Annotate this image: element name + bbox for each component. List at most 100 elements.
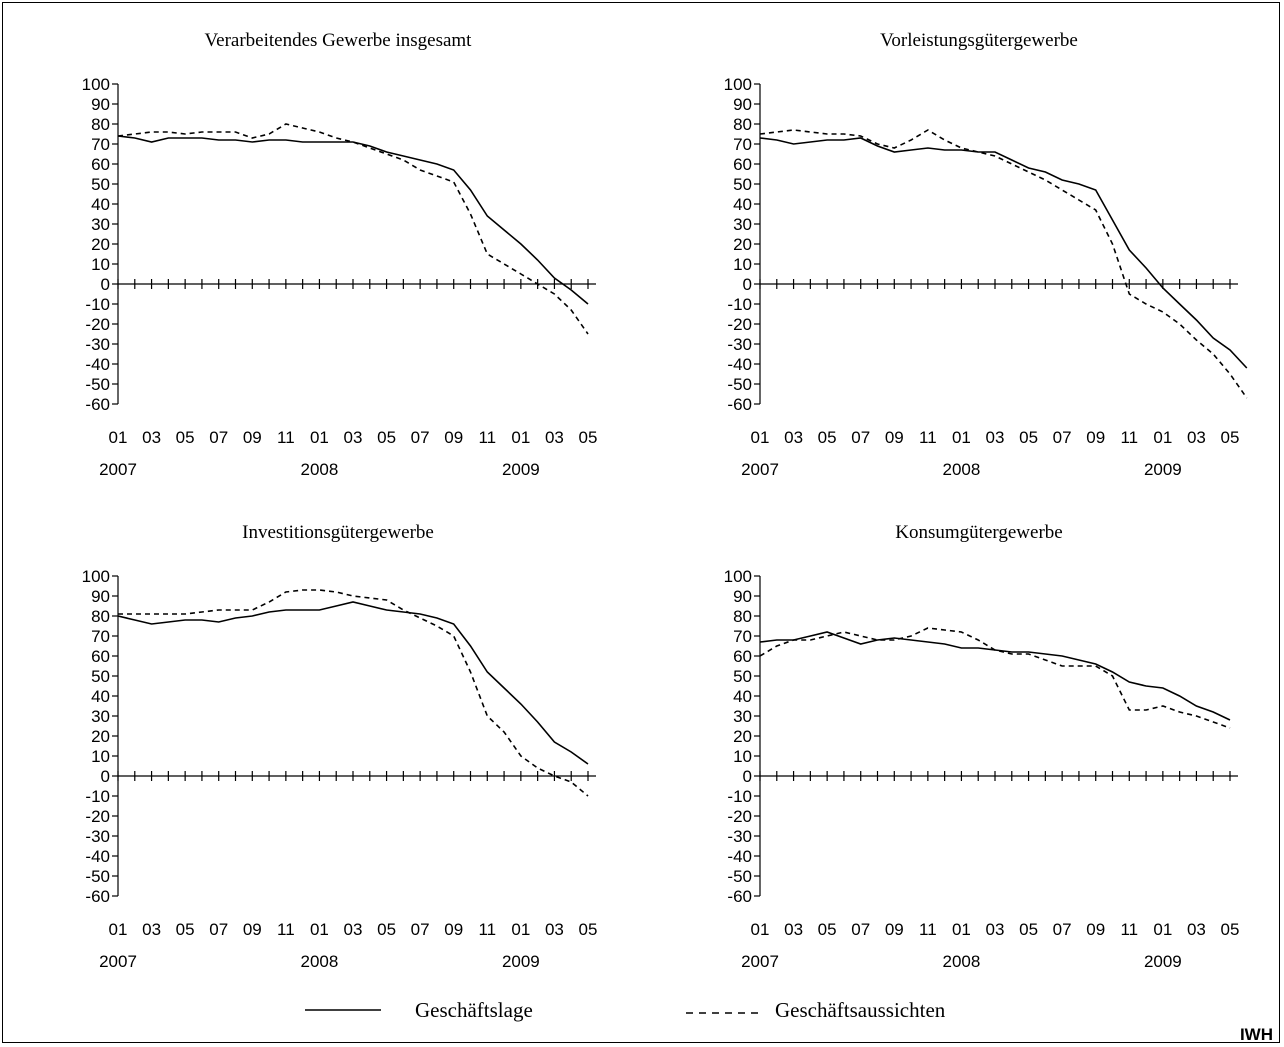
x-tick-label: 05 <box>818 920 837 939</box>
x-tick-label: 11 <box>1120 428 1138 447</box>
y-tick-label: 50 <box>91 667 110 686</box>
x-tick-label: 03 <box>986 920 1005 939</box>
x-tick-label: 03 <box>142 428 161 447</box>
y-tick-label: -50 <box>85 375 110 394</box>
x-tick-label: 09 <box>885 920 904 939</box>
y-tick-label: 10 <box>733 255 752 274</box>
series-line-geschaeftsaussichten <box>759 129 1248 399</box>
brand-logo: IWH <box>1240 1025 1273 1044</box>
legend-label-geschaeftslage: Geschäftslage <box>415 998 533 1022</box>
y-tick-label: 100 <box>82 567 110 586</box>
series-line-geschaeftslage <box>759 137 1248 369</box>
y-tick-label: 40 <box>733 687 752 706</box>
y-tick-label: 100 <box>82 75 110 94</box>
y-tick-label: -40 <box>85 355 110 374</box>
y-tick-label: 20 <box>91 727 110 746</box>
x-year-label: 2007 <box>741 460 779 479</box>
x-tick-label: 11 <box>277 920 295 939</box>
x-tick-label: 01 <box>109 920 128 939</box>
series-line-geschaeftslage <box>117 135 589 305</box>
y-tick-label: 0 <box>743 767 752 786</box>
x-tick-label: 01 <box>310 920 329 939</box>
x-tick-label: 11 <box>277 428 295 447</box>
series-line-geschaeftslage <box>117 601 589 765</box>
x-year-label: 2008 <box>301 460 339 479</box>
y-tick-label: 90 <box>733 587 752 606</box>
y-tick-label: 0 <box>101 275 110 294</box>
x-tick-label: 01 <box>751 428 770 447</box>
y-tick-label: -10 <box>727 295 752 314</box>
x-tick-label: 07 <box>851 428 870 447</box>
x-tick-label: 07 <box>1053 920 1072 939</box>
x-year-label: 2008 <box>301 952 339 971</box>
x-tick-label: 03 <box>142 920 161 939</box>
y-tick-label: 80 <box>733 115 752 134</box>
x-tick-label: 03 <box>784 920 803 939</box>
panel-title: Vorleistungsgütergewerbe <box>880 30 1078 51</box>
y-tick-label: 80 <box>91 115 110 134</box>
y-tick-label: 90 <box>91 95 110 114</box>
y-tick-label: 80 <box>91 607 110 626</box>
x-tick-label: 07 <box>411 920 430 939</box>
x-tick-label: 05 <box>1221 428 1240 447</box>
y-tick-label: -30 <box>85 827 110 846</box>
series-line-geschaeftslage <box>759 631 1231 721</box>
y-tick-label: 70 <box>733 135 752 154</box>
y-tick-label: 0 <box>743 275 752 294</box>
y-tick-label: 60 <box>733 155 752 174</box>
y-tick-label: 20 <box>733 727 752 746</box>
x-tick-label: 07 <box>209 428 228 447</box>
y-tick-label: 40 <box>91 687 110 706</box>
y-tick-label: 10 <box>91 747 110 766</box>
y-tick-label: -60 <box>727 395 752 414</box>
y-tick-label: 40 <box>733 195 752 214</box>
chart-panel: Verarbeitendes Gewerbe insgesamt10090807… <box>82 30 598 479</box>
x-tick-label: 01 <box>511 920 530 939</box>
y-tick-label: 10 <box>91 255 110 274</box>
series-line-geschaeftsaussichten <box>759 627 1231 729</box>
x-tick-label: 11 <box>919 428 937 447</box>
y-tick-label: 70 <box>91 627 110 646</box>
x-tick-label: 05 <box>377 920 396 939</box>
y-tick-label: 80 <box>733 607 752 626</box>
x-tick-label: 11 <box>1120 920 1138 939</box>
y-tick-label: 50 <box>91 175 110 194</box>
x-tick-label: 05 <box>579 920 598 939</box>
y-tick-label: -10 <box>727 787 752 806</box>
x-tick-label: 03 <box>986 428 1005 447</box>
x-tick-label: 11 <box>478 920 496 939</box>
y-tick-label: 30 <box>91 707 110 726</box>
x-tick-label: 01 <box>310 428 329 447</box>
y-tick-label: 50 <box>733 175 752 194</box>
y-tick-label: -30 <box>85 335 110 354</box>
x-tick-label: 09 <box>243 920 262 939</box>
x-year-label: 2007 <box>741 952 779 971</box>
x-tick-label: 07 <box>851 920 870 939</box>
x-tick-label: 09 <box>1086 920 1105 939</box>
y-tick-label: -20 <box>85 315 110 334</box>
y-tick-label: 20 <box>733 235 752 254</box>
x-tick-label: 09 <box>444 920 463 939</box>
series-line-geschaeftsaussichten <box>117 123 589 335</box>
y-tick-label: -60 <box>85 887 110 906</box>
x-year-label: 2009 <box>502 952 540 971</box>
x-tick-label: 05 <box>1221 920 1240 939</box>
y-tick-label: 30 <box>733 707 752 726</box>
y-tick-label: 100 <box>724 567 752 586</box>
x-tick-label: 03 <box>1187 920 1206 939</box>
x-tick-label: 05 <box>579 428 598 447</box>
x-tick-label: 09 <box>885 428 904 447</box>
y-tick-label: 60 <box>91 155 110 174</box>
x-year-label: 2008 <box>943 460 981 479</box>
x-tick-label: 07 <box>411 428 430 447</box>
y-tick-label: -20 <box>727 315 752 334</box>
x-year-label: 2008 <box>943 952 981 971</box>
x-tick-label: 01 <box>751 920 770 939</box>
x-tick-label: 05 <box>176 428 195 447</box>
x-tick-label: 05 <box>818 428 837 447</box>
x-tick-label: 01 <box>1153 920 1172 939</box>
y-tick-label: 40 <box>91 195 110 214</box>
x-year-label: 2007 <box>99 460 137 479</box>
x-tick-label: 07 <box>209 920 228 939</box>
